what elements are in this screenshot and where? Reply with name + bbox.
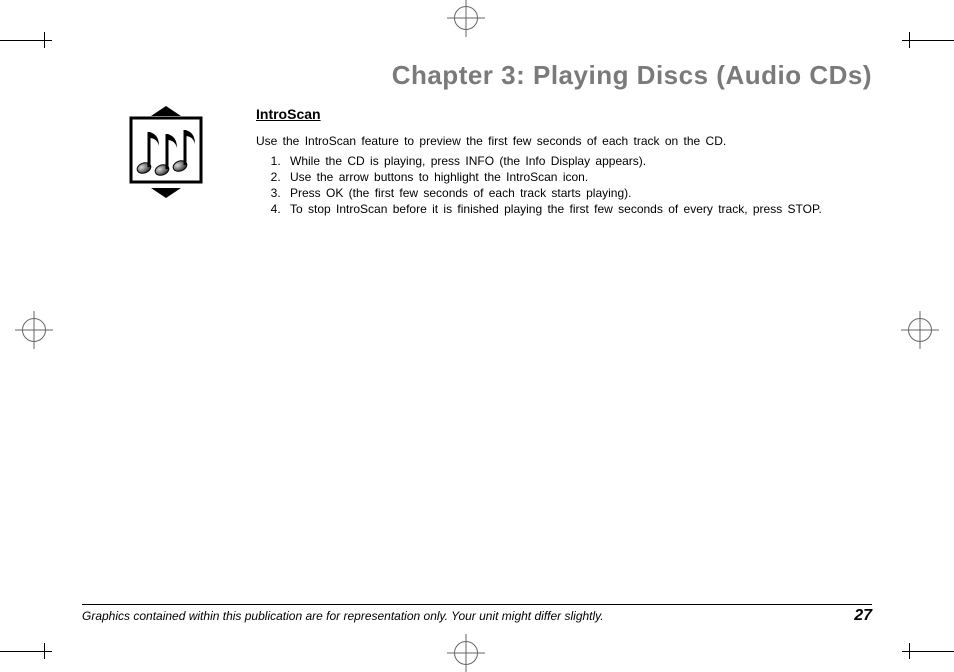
footer-note: Graphics contained within this publicati… bbox=[82, 609, 604, 623]
section-heading: IntroScan bbox=[256, 106, 872, 122]
step-item: Press OK (the first few seconds of each … bbox=[286, 186, 872, 200]
crop-mark-icon bbox=[908, 318, 932, 342]
page-number: 27 bbox=[854, 607, 872, 625]
step-item: Use the arrow buttons to highlight the I… bbox=[286, 170, 872, 184]
introscan-icon bbox=[116, 98, 216, 198]
step-item: While the CD is playing, press INFO (the… bbox=[286, 154, 872, 168]
crop-mark-icon bbox=[454, 6, 478, 30]
crop-mark-icon bbox=[454, 641, 478, 665]
crop-mark-icon bbox=[22, 318, 46, 342]
chapter-title: Chapter 3: Playing Discs (Audio CDs) bbox=[392, 60, 872, 91]
section-intro: Use the IntroScan feature to preview the… bbox=[256, 134, 872, 148]
step-item: To stop IntroScan before it is finished … bbox=[286, 202, 872, 216]
steps-list: While the CD is playing, press INFO (the… bbox=[256, 154, 872, 216]
